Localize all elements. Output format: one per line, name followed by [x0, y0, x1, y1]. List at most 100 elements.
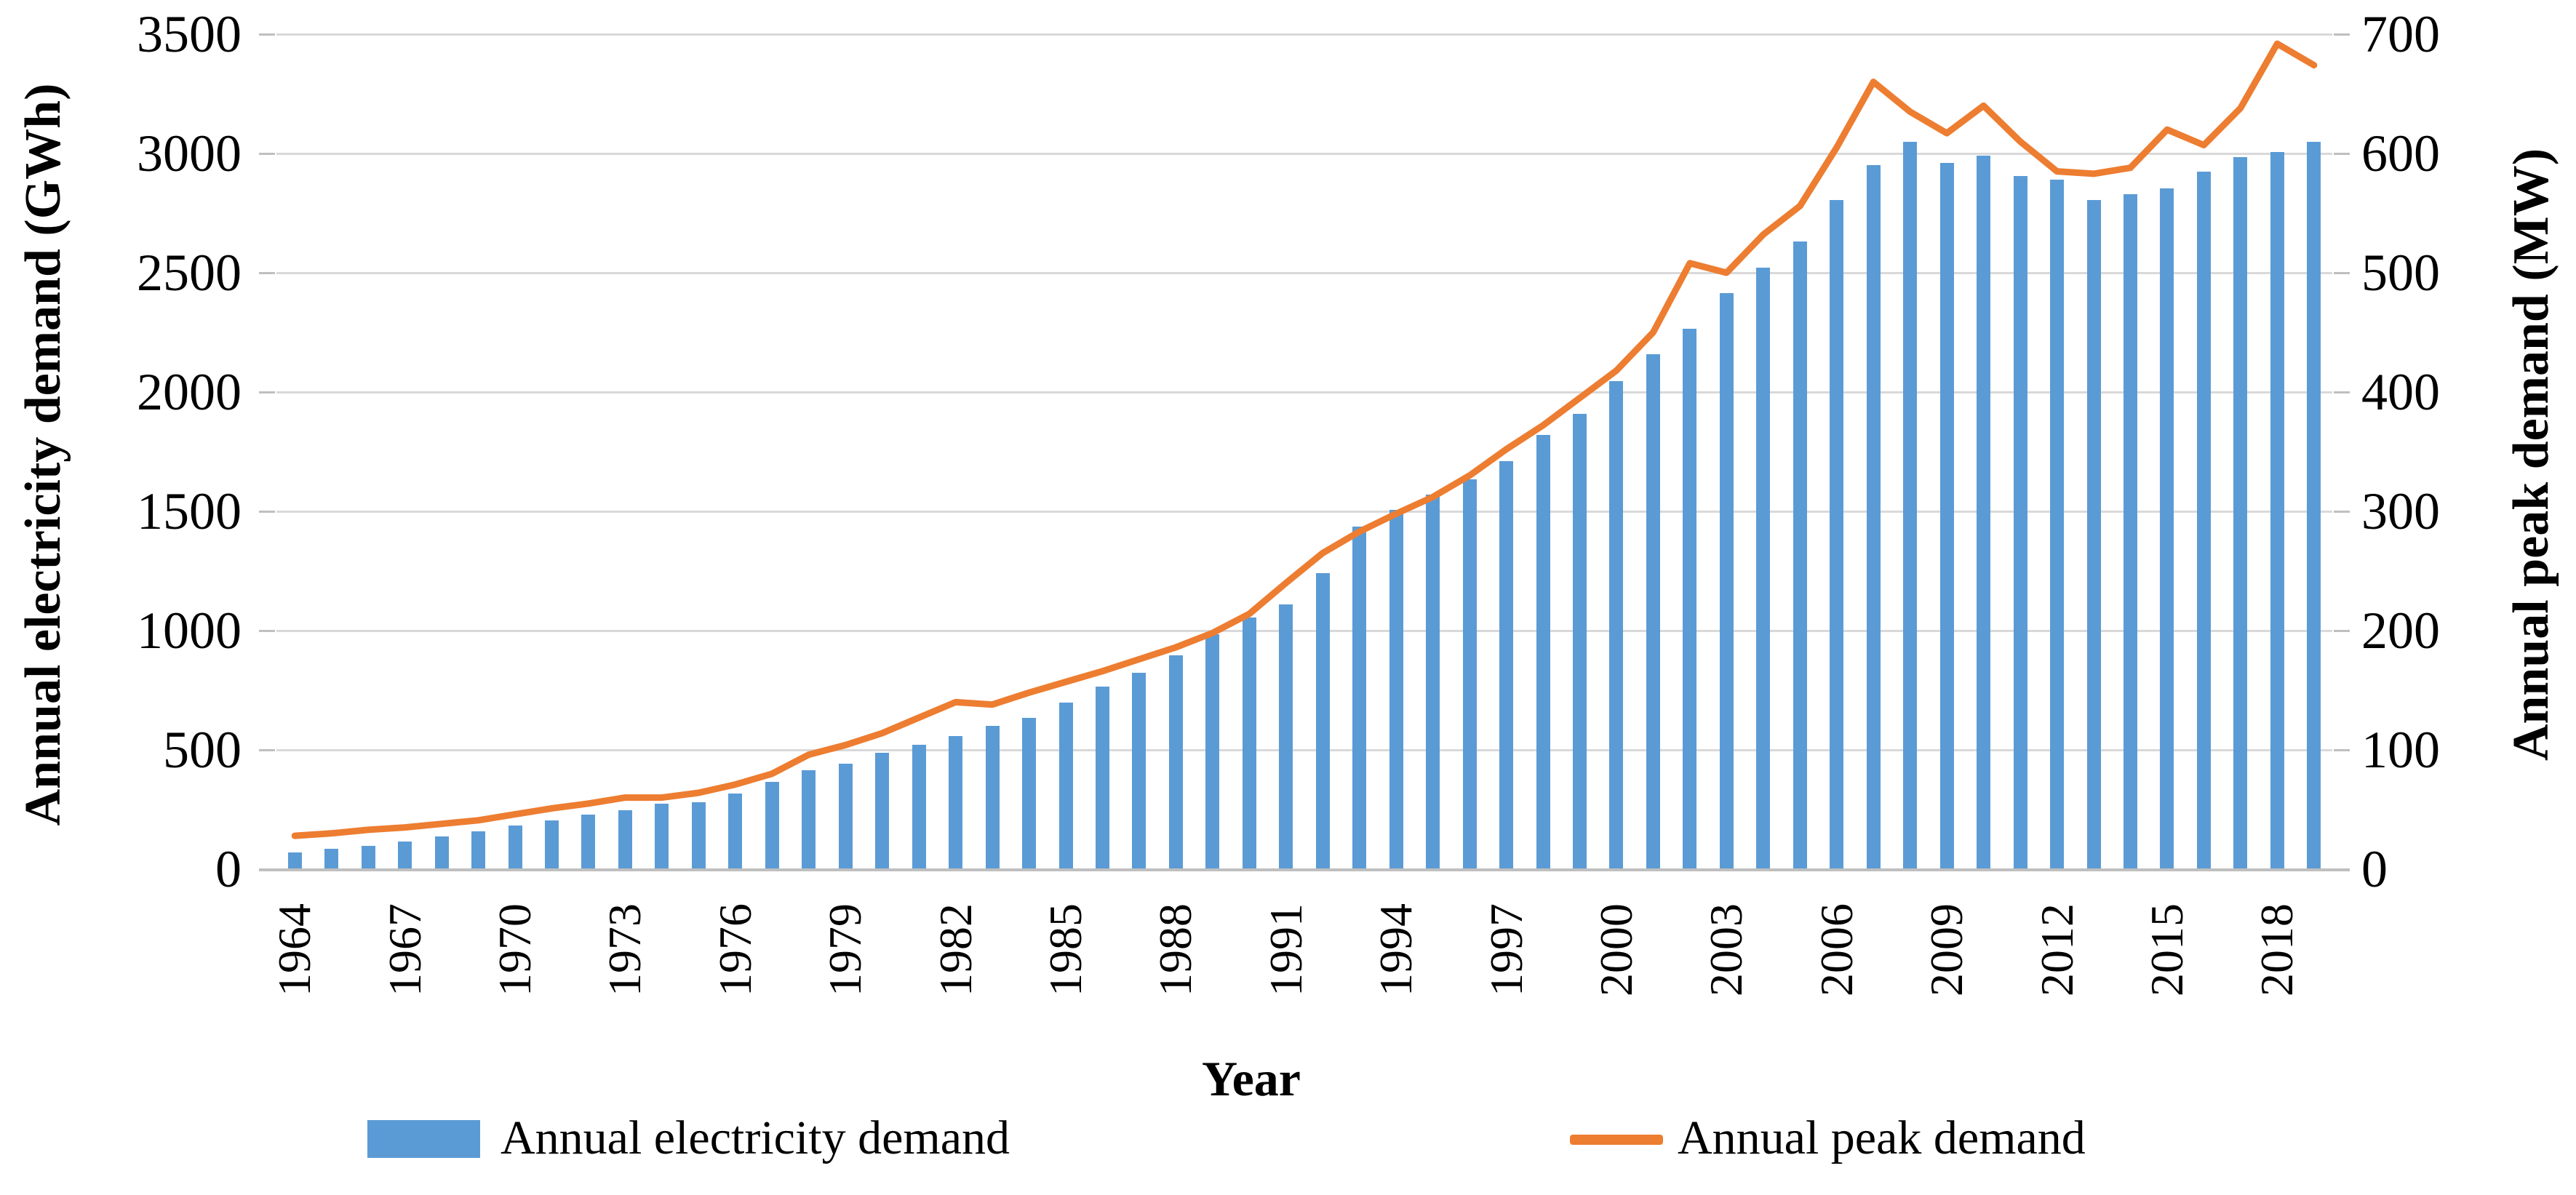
bar-1973	[618, 810, 632, 869]
bar-1988	[1168, 655, 1183, 869]
x-axis-tick-label-2009: 2009	[1921, 903, 1973, 996]
bar-2018	[2270, 152, 2284, 869]
x-axis-tick-label-2018: 2018	[2251, 903, 2303, 996]
bar-2000	[1609, 381, 1624, 869]
peak-demand-line-layer	[291, 40, 2318, 839]
bar-1995	[1426, 495, 1440, 869]
x-axis-tick-label-2015: 2015	[2140, 903, 2193, 996]
x-axis-tick-label-2012: 2012	[2030, 903, 2083, 996]
bar-1983	[985, 726, 1000, 869]
left-tick-3000	[259, 153, 275, 155]
bar-1986	[1095, 687, 1109, 869]
legend-bar-swatch-icon	[367, 1120, 480, 1158]
left-axis-tick-label: 3000	[137, 124, 242, 183]
bar-1997	[1499, 461, 1514, 869]
bar-2006	[1830, 200, 1844, 869]
right-axis-tick-label: 200	[2361, 602, 2440, 660]
left-tick-2000	[259, 391, 275, 393]
bar-1980	[875, 752, 890, 869]
gridline-1000	[276, 630, 2332, 632]
legend-label-electricity-demand: Annual electricity demand	[501, 1111, 1010, 1164]
bar-2001	[1646, 353, 1660, 869]
left-tick-1500	[259, 511, 275, 513]
gridline-2000	[276, 391, 2332, 393]
bar-1964	[287, 852, 302, 869]
x-axis-tick-label-1970: 1970	[489, 903, 541, 996]
right-tick-500	[2334, 272, 2350, 274]
x-axis-tick-label-1979: 1979	[819, 903, 872, 996]
x-axis-tick-label-1985: 1985	[1040, 903, 1091, 996]
right-axis-tick-label: 300	[2361, 482, 2440, 540]
bar-2017	[2233, 156, 2248, 869]
x-axis-tick-label-1997: 1997	[1480, 903, 1532, 996]
x-axis-tick-label-1976: 1976	[709, 903, 761, 996]
left-axis-tick-label: 1500	[137, 482, 242, 540]
bar-1975	[691, 802, 706, 869]
right-tick-300	[2334, 511, 2350, 513]
right-axis-tick-label: 100	[2361, 721, 2440, 779]
x-axis-tick-label-1973: 1973	[599, 903, 651, 996]
bar-2002	[1683, 329, 1697, 869]
x-axis-tick-label-1991: 1991	[1259, 903, 1312, 996]
bar-1979	[838, 763, 853, 869]
x-axis-tick-label-2000: 2000	[1590, 903, 1642, 996]
gridline-3000	[276, 153, 2332, 155]
legend-label-peak-demand: Annual peak demand	[1678, 1111, 2086, 1164]
right-axis-title: Annual peak demand (MW)	[2503, 148, 2559, 762]
gridline-3500	[276, 33, 2332, 36]
right-tick-400	[2334, 391, 2350, 393]
right-tick-100	[2334, 749, 2350, 751]
left-tick-3500	[259, 33, 275, 36]
left-axis-tick-label: 2500	[137, 244, 242, 302]
gridline-2500	[276, 272, 2332, 274]
bar-1985	[1058, 703, 1073, 869]
x-axis-tick-label-2006: 2006	[1810, 903, 1862, 996]
x-axis-title: Year	[1202, 1051, 1301, 1106]
bar-1992	[1315, 573, 1330, 869]
bar-1971	[545, 820, 559, 869]
bar-1982	[949, 736, 963, 869]
bar-2010	[1977, 156, 1991, 869]
left-axis-tick-label: 2000	[137, 363, 242, 421]
bar-1977	[765, 781, 779, 869]
right-tick-700	[2334, 33, 2350, 36]
left-axis-tick-label: 0	[215, 840, 242, 898]
bar-1989	[1205, 634, 1220, 869]
bar-2015	[2160, 188, 2174, 869]
bar-1996	[1462, 479, 1477, 869]
bar-1998	[1536, 435, 1550, 869]
x-axis-line	[259, 868, 2350, 871]
bar-1968	[434, 836, 449, 869]
bar-1991	[1279, 604, 1293, 869]
bar-1993	[1352, 527, 1367, 869]
gridline-1500	[276, 511, 2332, 513]
left-tick-500	[259, 749, 275, 751]
bar-1990	[1242, 618, 1256, 869]
peak-demand-line	[291, 40, 2318, 839]
bar-2019	[2307, 141, 2321, 869]
left-axis-tick-label: 500	[163, 721, 242, 779]
bar-1978	[802, 770, 816, 869]
bar-2008	[1903, 141, 1918, 869]
bar-1994	[1389, 510, 1403, 869]
x-axis-tick-label-2003: 2003	[1700, 903, 1752, 996]
bar-2011	[2013, 176, 2027, 869]
bar-2009	[1939, 163, 1954, 869]
x-axis-tick-label-1988: 1988	[1149, 903, 1202, 996]
bar-1976	[728, 794, 743, 869]
bar-2014	[2123, 193, 2137, 869]
legend-line-swatch-icon	[1570, 1135, 1663, 1145]
bar-1969	[471, 831, 486, 869]
right-axis-tick-label: 500	[2361, 244, 2440, 302]
left-tick-1000	[259, 630, 275, 632]
left-axis-tick-label: 1000	[137, 602, 242, 660]
bar-2005	[1793, 241, 1807, 869]
bar-2012	[2050, 180, 2064, 869]
bar-1987	[1132, 673, 1147, 869]
x-axis-tick-label-1982: 1982	[929, 903, 981, 996]
right-axis-tick-label: 600	[2361, 124, 2440, 183]
bar-1966	[361, 845, 375, 869]
bar-2016	[2196, 171, 2211, 869]
x-axis-tick-label-1964: 1964	[268, 903, 321, 996]
